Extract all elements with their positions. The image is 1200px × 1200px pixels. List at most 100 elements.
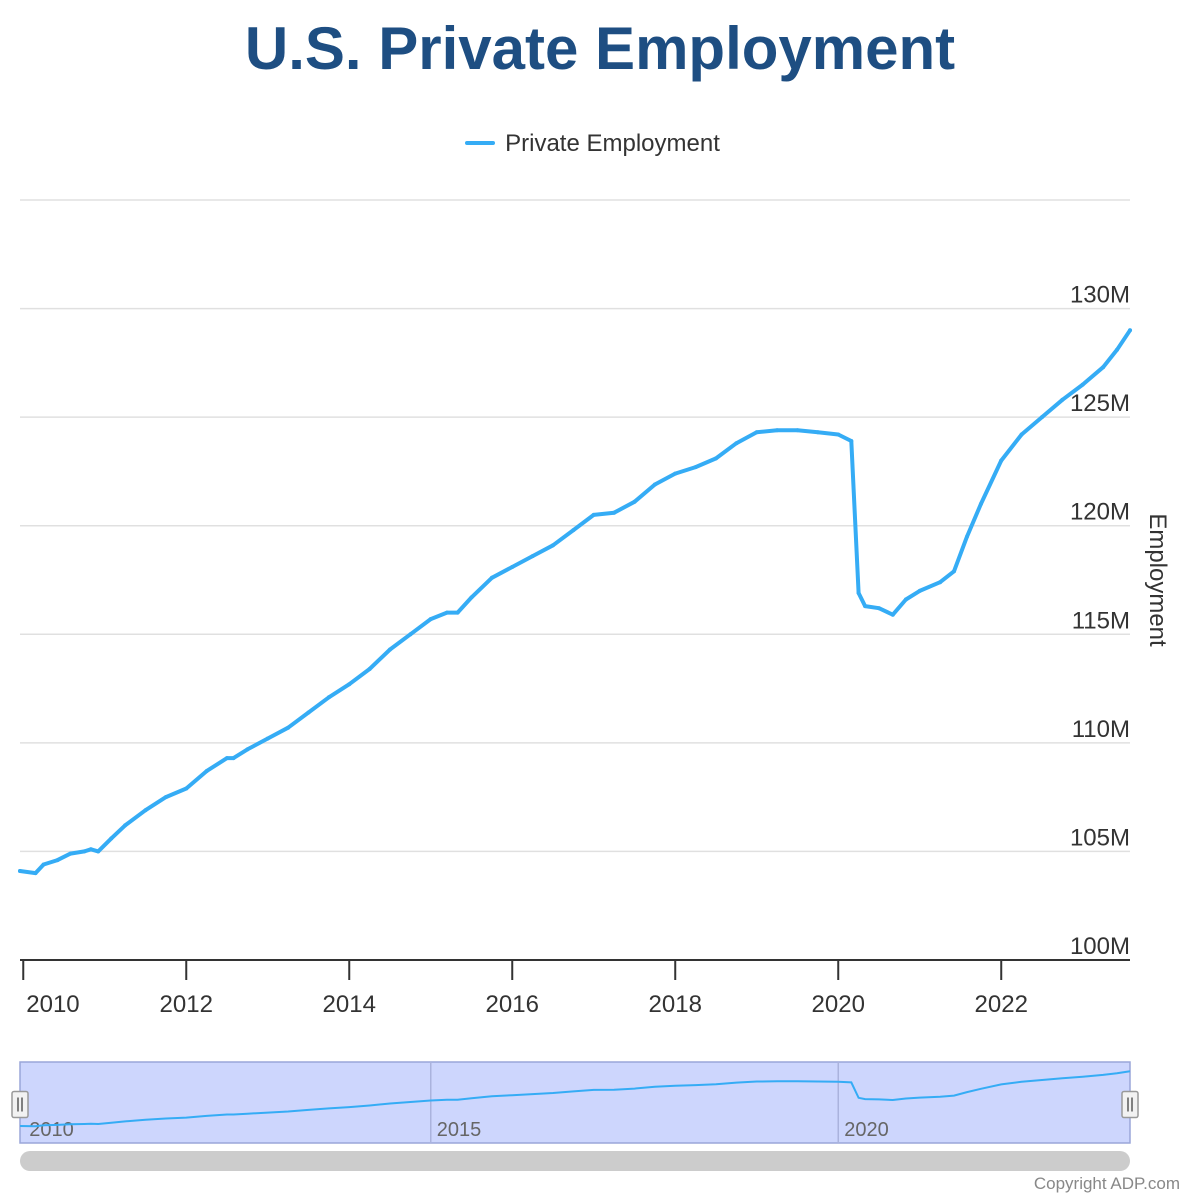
- navigator-selected-range[interactable]: [19, 1061, 1131, 1144]
- x-tick-label: 2014: [323, 991, 376, 1018]
- data-point[interactable]: [917, 588, 922, 593]
- data-point[interactable]: [693, 465, 698, 470]
- data-point[interactable]: [965, 534, 969, 539]
- data-point[interactable]: [1115, 347, 1119, 352]
- x-tick-label: 2016: [486, 991, 539, 1018]
- data-point[interactable]: [88, 847, 93, 852]
- data-point[interactable]: [877, 606, 881, 611]
- data-point[interactable]: [612, 510, 617, 515]
- data-point[interactable]: [469, 595, 474, 600]
- y-tick-label: 120M: [1070, 499, 1130, 526]
- y-tick-label: 100M: [1070, 933, 1130, 960]
- data-point[interactable]: [68, 851, 73, 856]
- data-point[interactable]: [55, 858, 60, 863]
- data-point[interactable]: [632, 499, 637, 504]
- x-tick-label: 2018: [649, 991, 702, 1018]
- navigator-tick-label: 2020: [844, 1119, 889, 1141]
- grip-icon: [1121, 1090, 1139, 1119]
- x-axis: 2010 2012 2014 2016 2018 2020 2022: [20, 959, 1130, 1018]
- data-point[interactable]: [231, 756, 236, 761]
- data-point[interactable]: [673, 471, 678, 476]
- data-point[interactable]: [591, 512, 596, 517]
- x-tick-label: 2022: [975, 991, 1028, 1018]
- data-point[interactable]: [286, 725, 291, 730]
- data-point[interactable]: [890, 612, 895, 617]
- data-point[interactable]: [163, 795, 168, 800]
- y-tick-label: 125M: [1070, 390, 1130, 417]
- data-point[interactable]: [445, 610, 449, 615]
- data-point[interactable]: [388, 647, 392, 652]
- data-point[interactable]: [1080, 382, 1085, 387]
- data-point[interactable]: [41, 862, 46, 867]
- data-point[interactable]: [33, 871, 38, 876]
- data-point[interactable]: [82, 849, 87, 854]
- data-point[interactable]: [714, 456, 718, 461]
- data-point[interactable]: [489, 575, 494, 580]
- data-point[interactable]: [952, 569, 956, 574]
- navigator-tick-label: 2010: [29, 1119, 74, 1141]
- data-point[interactable]: [245, 747, 250, 752]
- data-point[interactable]: [1101, 365, 1106, 370]
- data-point[interactable]: [109, 836, 114, 841]
- data-point[interactable]: [938, 580, 943, 585]
- data-point[interactable]: [367, 667, 372, 671]
- copyright-text: Copyright ADP.com: [1033, 1174, 1180, 1193]
- x-tick-label: 2012: [160, 991, 213, 1018]
- data-point[interactable]: [775, 428, 780, 433]
- x-tick-label: 2020: [812, 991, 865, 1018]
- data-point[interactable]: [18, 869, 22, 873]
- navigator-tick-label: 2015: [437, 1119, 482, 1141]
- data-point[interactable]: [510, 565, 515, 569]
- data-point[interactable]: [265, 736, 270, 741]
- navigator-series-line: [19, 1070, 1131, 1128]
- x-tick-label: 2010: [26, 991, 79, 1018]
- legend-line-icon: [465, 140, 496, 145]
- series-private-employment[interactable]: [18, 328, 1132, 876]
- data-point[interactable]: [530, 554, 535, 559]
- navigator-handle-right[interactable]: [1121, 1090, 1139, 1119]
- data-point[interactable]: [225, 756, 229, 761]
- data-point[interactable]: [1128, 328, 1132, 333]
- data-point[interactable]: [408, 632, 413, 637]
- data-point[interactable]: [795, 428, 800, 433]
- data-point[interactable]: [184, 786, 189, 791]
- data-point[interactable]: [815, 430, 820, 435]
- data-point[interactable]: [123, 823, 128, 828]
- y-axis: Employment 100M 105M 110M 115M 120M 125M 130M: [1070, 282, 1171, 960]
- legend-label: Private Employment: [505, 130, 720, 157]
- navigator[interactable]: 2010 2015 2020: [11, 1061, 1139, 1171]
- chart-title: U.S. Private Employment: [244, 15, 956, 82]
- legend-item-private-employment[interactable]: Private Employment: [0, 130, 1185, 158]
- data-point[interactable]: [849, 439, 854, 443]
- navigator-gridlines: 2010 2015 2020: [29, 1062, 889, 1143]
- data-point[interactable]: [306, 710, 311, 715]
- data-point[interactable]: [734, 441, 739, 446]
- data-point[interactable]: [836, 432, 841, 437]
- data-point[interactable]: [571, 528, 576, 533]
- data-point[interactable]: [652, 482, 657, 487]
- data-point[interactable]: [455, 610, 460, 615]
- data-point[interactable]: [856, 591, 861, 595]
- data-point[interactable]: [1060, 397, 1065, 402]
- data-point[interactable]: [1019, 432, 1024, 437]
- series-line[interactable]: [18, 328, 1132, 876]
- data-point[interactable]: [978, 502, 983, 506]
- data-point[interactable]: [347, 682, 352, 687]
- data-point[interactable]: [143, 808, 148, 813]
- data-point[interactable]: [863, 604, 868, 609]
- y-axis-title: Employment: [1144, 513, 1171, 647]
- y-tick-label: 110M: [1072, 716, 1130, 743]
- data-point[interactable]: [551, 543, 555, 548]
- data-point[interactable]: [96, 849, 101, 854]
- data-point[interactable]: [428, 617, 433, 622]
- navigator-handle-left[interactable]: [11, 1090, 29, 1119]
- navigator-scrollbar[interactable]: [20, 1151, 1130, 1171]
- grip-icon: [11, 1090, 29, 1119]
- data-point[interactable]: [326, 695, 331, 700]
- data-point[interactable]: [204, 769, 209, 774]
- data-point[interactable]: [754, 430, 759, 435]
- data-point[interactable]: [1040, 415, 1044, 420]
- data-point[interactable]: [999, 458, 1004, 463]
- data-point[interactable]: [903, 597, 908, 602]
